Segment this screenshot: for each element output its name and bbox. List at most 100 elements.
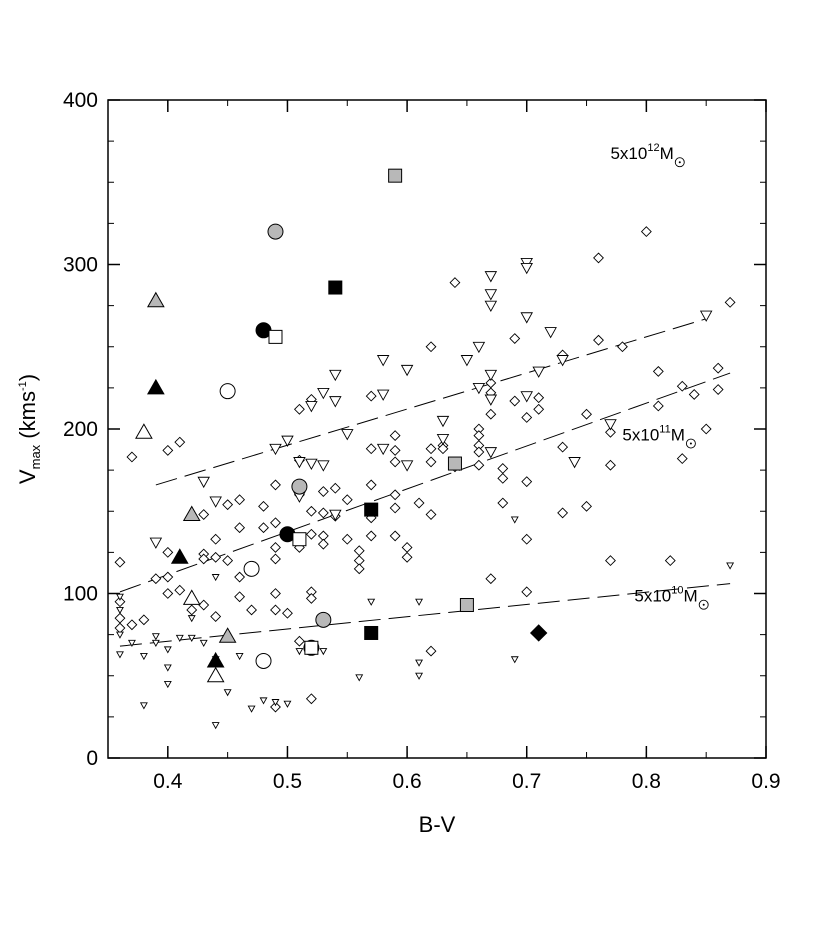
- data-point-square-open: [292, 532, 307, 547]
- mass-label: 5x1011M: [622, 424, 684, 445]
- data-point-diamond-open: [437, 443, 449, 455]
- data-point-diamond-open: [270, 553, 281, 565]
- data-point-triangle-up-gray: [218, 627, 237, 643]
- data-point-diamond-open: [270, 701, 281, 713]
- data-point-triangle-up-filled: [146, 378, 165, 395]
- data-point-circle-open: [255, 652, 272, 669]
- data-point-diamond-open: [676, 453, 688, 465]
- data-point-diamond-open: [162, 571, 174, 583]
- y-tick-label: 0: [86, 747, 98, 770]
- y-tick-label: 100: [63, 583, 98, 606]
- y-axis-title: Vmax (kms-1): [15, 374, 43, 484]
- data-point-diamond-open: [557, 441, 569, 453]
- data-point-diamond-open: [341, 494, 353, 506]
- data-point-square-filled: [364, 502, 379, 517]
- data-point-diamond-open: [293, 403, 305, 415]
- data-point-triangle-down-large: [484, 447, 498, 459]
- mass-label: 5x1012M: [610, 142, 673, 163]
- data-point-diamond-open: [652, 365, 664, 377]
- data-point-diamond-open: [640, 226, 652, 238]
- data-point-diamond-open: [270, 517, 281, 529]
- data-point-diamond-open: [557, 507, 569, 519]
- data-point-diamond-filled: [529, 624, 548, 642]
- data-point-diamond-open: [353, 545, 365, 557]
- data-point-diamond-open: [533, 403, 545, 415]
- data-point-triangle-down-small: [259, 697, 268, 705]
- data-point-triangle-down-small: [211, 574, 220, 582]
- data-point-triangle-down-small: [187, 634, 196, 643]
- data-point-triangle-up-gray: [182, 505, 201, 522]
- data-point-triangle-up-gray: [146, 291, 165, 308]
- dashed-fit-line: [119, 583, 731, 647]
- data-point-triangle-down-small: [283, 700, 292, 708]
- data-point-diamond-open: [401, 551, 413, 563]
- data-point-square-filled: [328, 280, 343, 295]
- data-point-triangle-down-large: [520, 262, 533, 275]
- data-point-diamond-open: [425, 341, 437, 353]
- y-axis-title-main: V: [15, 469, 40, 484]
- data-point-diamond-open: [114, 622, 126, 634]
- data-point-diamond-open: [688, 389, 700, 400]
- data-point-triangle-down-large: [329, 509, 342, 521]
- data-point-diamond-open: [425, 456, 437, 468]
- data-point-square-filled: [364, 625, 379, 640]
- data-point-diamond-open: [521, 476, 533, 488]
- data-point-diamond-open: [389, 444, 401, 456]
- data-point-diamond-open: [521, 586, 533, 598]
- sun-symbol-icon: [685, 438, 696, 449]
- data-point-triangle-down-large: [472, 383, 486, 395]
- data-point-diamond-open: [581, 500, 592, 512]
- data-point-diamond-open: [676, 380, 688, 392]
- data-point-circle-gray: [315, 611, 332, 628]
- data-point-circle-gray: [267, 223, 284, 240]
- data-point-triangle-down-small: [187, 615, 196, 623]
- data-point-triangle-down-small: [726, 562, 735, 570]
- data-point-triangle-down-large: [484, 271, 498, 283]
- data-point-triangle-down-small: [151, 639, 160, 647]
- data-point-triangle-down-small: [415, 598, 424, 606]
- data-point-triangle-down-large: [484, 394, 498, 406]
- data-point-triangle-down-small: [127, 639, 136, 647]
- data-point-diamond-open: [174, 436, 186, 448]
- data-point-diamond-open: [162, 444, 174, 456]
- data-point-diamond-open: [605, 426, 616, 438]
- data-point-diamond-open: [605, 459, 616, 471]
- data-point-triangle-down-large: [484, 300, 498, 313]
- data-point-diamond-open: [389, 489, 401, 501]
- data-point-diamond-open: [210, 551, 222, 563]
- data-point-triangle-down-large: [436, 415, 450, 428]
- data-point-diamond-open: [270, 542, 281, 553]
- data-point-triangle-down-large: [269, 443, 282, 456]
- data-point-triangle-down-small: [115, 631, 124, 639]
- data-point-diamond-open: [174, 584, 186, 596]
- data-point-diamond-open: [365, 443, 377, 455]
- dashed-fit-line: [119, 372, 731, 593]
- data-point-triangle-down-small: [139, 702, 148, 710]
- data-point-diamond-open: [425, 645, 437, 657]
- data-point-diamond-open: [305, 505, 317, 517]
- data-point-diamond-open: [246, 604, 258, 616]
- data-point-triangle-down-large: [293, 457, 306, 469]
- data-point-triangle-down-large: [376, 355, 390, 367]
- data-point-diamond-open: [162, 588, 174, 599]
- data-point-triangle-down-large: [484, 289, 498, 301]
- data-point-triangle-down-large: [472, 341, 486, 354]
- y-tick-label: 400: [63, 89, 98, 112]
- data-point-diamond-open: [497, 497, 509, 509]
- data-point-circle-open: [243, 560, 260, 577]
- data-point-diamond-open: [652, 400, 664, 412]
- data-point-diamond-open: [449, 277, 461, 289]
- data-point-triangle-down-small: [211, 722, 220, 730]
- fit-lines: [119, 318, 731, 647]
- sun-symbol-icon: [698, 599, 709, 610]
- data-point-diamond-open: [581, 408, 592, 420]
- data-point-triangle-down-large: [329, 396, 342, 408]
- y-axis-title-unit-sup: -1: [17, 381, 29, 391]
- data-point-diamond-open: [138, 614, 150, 626]
- data-point-triangle-down-large: [341, 429, 354, 441]
- data-point-triangle-down-small: [235, 653, 244, 661]
- x-tick-label: 0.9: [751, 770, 780, 793]
- data-point-triangle-down-large: [568, 457, 581, 469]
- data-point-diamond-open: [114, 596, 126, 608]
